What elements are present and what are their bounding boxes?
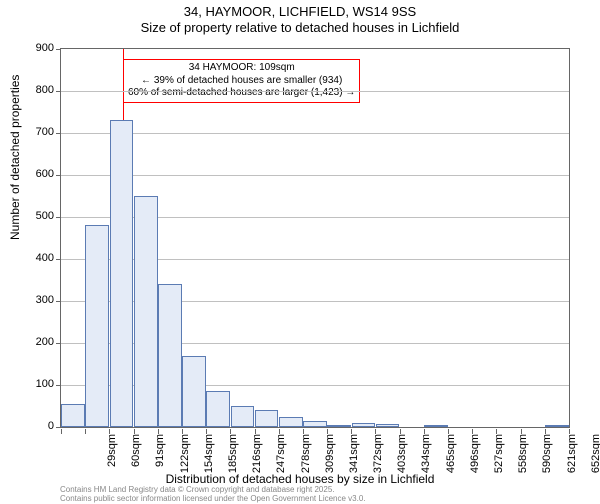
gridline — [61, 133, 569, 134]
ytick-label: 500 — [14, 210, 54, 222]
ytick-label: 900 — [14, 42, 54, 54]
ytick-mark — [56, 175, 61, 176]
xtick-label: 372sqm — [372, 434, 384, 484]
ytick-mark — [56, 91, 61, 92]
ytick-mark — [56, 259, 61, 260]
chart-title-block: 34, HAYMOOR, LICHFIELD, WS14 9SS Size of… — [0, 0, 600, 35]
title-line-2: Size of property relative to detached ho… — [0, 20, 600, 36]
ytick-mark — [56, 427, 61, 428]
xtick-label: 558sqm — [517, 434, 529, 484]
xtick-label: 652sqm — [590, 434, 600, 484]
ytick-mark — [56, 343, 61, 344]
gridline — [61, 175, 569, 176]
ytick-label: 800 — [14, 84, 54, 96]
xtick-label: 247sqm — [275, 434, 287, 484]
xtick-label: 60sqm — [130, 434, 142, 484]
xtick-label: 496sqm — [469, 434, 481, 484]
annotation-line-3: 60% of semi-detached houses are larger (… — [128, 87, 355, 100]
bar — [327, 425, 351, 427]
xtick-mark — [85, 429, 86, 434]
xtick-label: 465sqm — [445, 434, 457, 484]
xtick-label: 403sqm — [396, 434, 408, 484]
bar — [206, 391, 230, 427]
ytick-label: 200 — [14, 336, 54, 348]
xtick-label: 621sqm — [566, 434, 578, 484]
xtick-label: 91sqm — [154, 434, 166, 484]
xtick-label: 122sqm — [179, 434, 191, 484]
ytick-mark — [56, 385, 61, 386]
chart-area: 34 HAYMOOR: 109sqm ← 39% of detached hou… — [60, 48, 570, 428]
bar — [85, 225, 109, 427]
xtick-label: 216sqm — [251, 434, 263, 484]
bar — [182, 356, 206, 427]
plot-area: 34 HAYMOOR: 109sqm ← 39% of detached hou… — [60, 48, 570, 428]
ytick-label: 400 — [14, 252, 54, 264]
xtick-label: 309sqm — [324, 434, 336, 484]
ytick-label: 100 — [14, 378, 54, 390]
bar — [255, 410, 279, 427]
credits-line-2: Contains public sector information licen… — [60, 495, 366, 504]
xtick-label: 29sqm — [106, 434, 118, 484]
ytick-mark — [56, 217, 61, 218]
ytick-mark — [56, 301, 61, 302]
xtick-label: 154sqm — [203, 434, 215, 484]
annotation-line-1: 34 HAYMOOR: 109sqm — [128, 62, 355, 75]
ytick-mark — [56, 49, 61, 50]
xtick-label: 590sqm — [541, 434, 553, 484]
xtick-label: 527sqm — [493, 434, 505, 484]
annotation-box: 34 HAYMOOR: 109sqm ← 39% of detached hou… — [123, 59, 360, 103]
xtick-label: 434sqm — [420, 434, 432, 484]
ytick-label: 300 — [14, 294, 54, 306]
bar — [424, 425, 448, 427]
bar — [279, 417, 303, 428]
xtick-label: 341sqm — [348, 434, 360, 484]
ytick-label: 0 — [14, 420, 54, 432]
bar — [303, 421, 327, 427]
credits-block: Contains HM Land Registry data © Crown c… — [60, 486, 366, 504]
ytick-label: 700 — [14, 126, 54, 138]
bar — [61, 404, 85, 427]
bar — [545, 425, 569, 427]
bar — [110, 120, 134, 427]
xtick-label: 278sqm — [300, 434, 312, 484]
bar — [231, 406, 255, 427]
ytick-mark — [56, 133, 61, 134]
gridline — [61, 91, 569, 92]
xtick-label: 185sqm — [227, 434, 239, 484]
ytick-label: 600 — [14, 168, 54, 180]
bar — [158, 284, 182, 427]
xtick-mark — [61, 429, 62, 434]
bar — [376, 424, 400, 427]
annotation-line-2: ← 39% of detached houses are smaller (93… — [128, 75, 355, 88]
bar — [134, 196, 158, 427]
title-line-1: 34, HAYMOOR, LICHFIELD, WS14 9SS — [0, 4, 600, 20]
bar — [352, 423, 376, 427]
